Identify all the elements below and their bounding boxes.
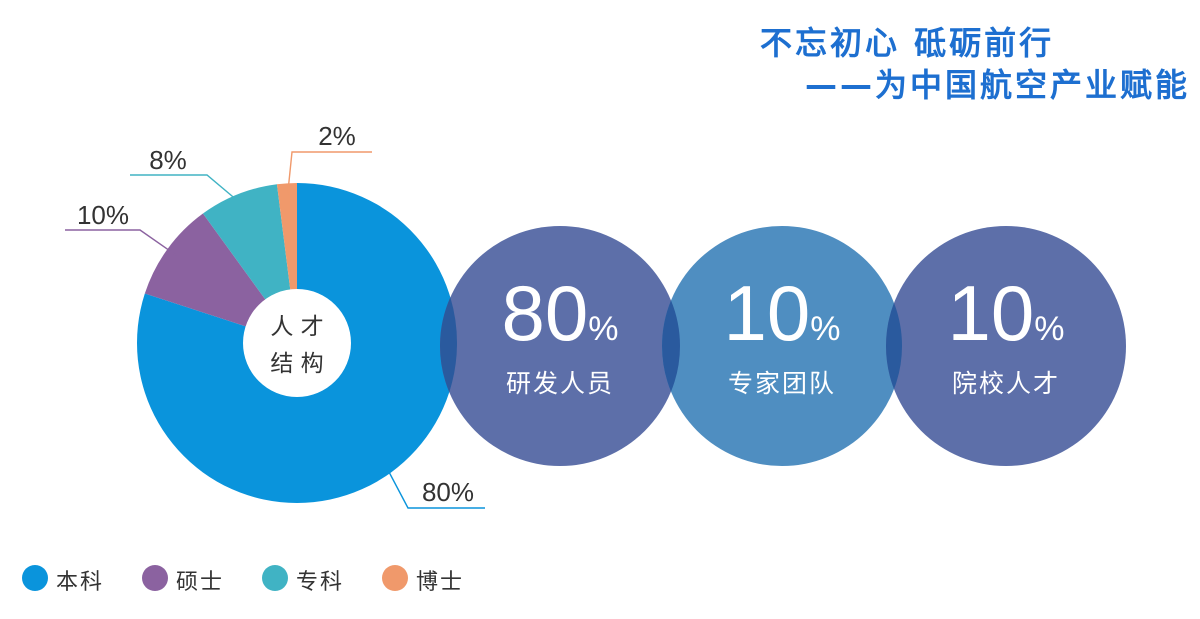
legend-swatch-icon (142, 565, 168, 591)
stat-circle-expert-team: 10% 专家团队 (662, 226, 902, 466)
stat-caption: 专家团队 (727, 369, 836, 398)
leader-line-4 (286, 151, 372, 195)
data-label-4: 2% (318, 121, 356, 151)
stat-caption: 院校人才 (951, 369, 1060, 398)
stat-circle-expert-team-text: 10% 专家团队 (662, 226, 902, 466)
legend-swatch-icon (262, 565, 288, 591)
data-label-1: 80% (422, 477, 474, 507)
legend-swatch-icon (22, 565, 48, 591)
stat-circle-rd-staff-text: 80% 研发人员 (440, 226, 680, 466)
legend-swatch-icon (382, 565, 408, 591)
legend-label: 本科 (56, 570, 105, 595)
legend-label: 专科 (296, 570, 345, 595)
slogan-line-1: 不忘初心 砥砺前行 (760, 24, 1055, 62)
stat-caption: 研发人员 (505, 369, 614, 398)
leader-line-1 (383, 463, 485, 509)
slogan: 不忘初心 砥砺前行 ——为中国航空产业赋能 (600, 0, 1200, 110)
leader-line-2 (65, 229, 178, 257)
center-label-line-2: 结 构 (270, 351, 323, 377)
stat-value: 10 (723, 269, 811, 357)
stat-circle-academy-talent-text: 10% 院校人才 (886, 226, 1126, 466)
stat-circle-rd-staff: 80% 研发人员 (440, 226, 680, 466)
stat-circle-academy-talent: 10% 院校人才 (886, 226, 1126, 466)
donut-hole (243, 289, 351, 397)
legend-label: 硕士 (176, 570, 225, 595)
stat-value: 10 (947, 269, 1035, 357)
leader-line-3 (130, 174, 243, 206)
stat-value: 80 (501, 269, 589, 357)
data-label-2: 10% (77, 200, 129, 230)
center-label-line-1: 人 才 (270, 314, 323, 340)
stat-unit: % (1034, 310, 1065, 348)
stat-value-wrap: 10% (662, 274, 902, 368)
stat-unit: % (810, 310, 841, 348)
stat-value-wrap: 80% (440, 274, 680, 368)
legend-label: 博士 (416, 570, 465, 595)
data-label-3: 8% (149, 145, 187, 175)
stat-value-wrap: 10% (886, 274, 1126, 368)
stat-unit: % (588, 310, 619, 348)
slogan-line-2: ——为中国航空产业赋能 (805, 66, 1191, 104)
